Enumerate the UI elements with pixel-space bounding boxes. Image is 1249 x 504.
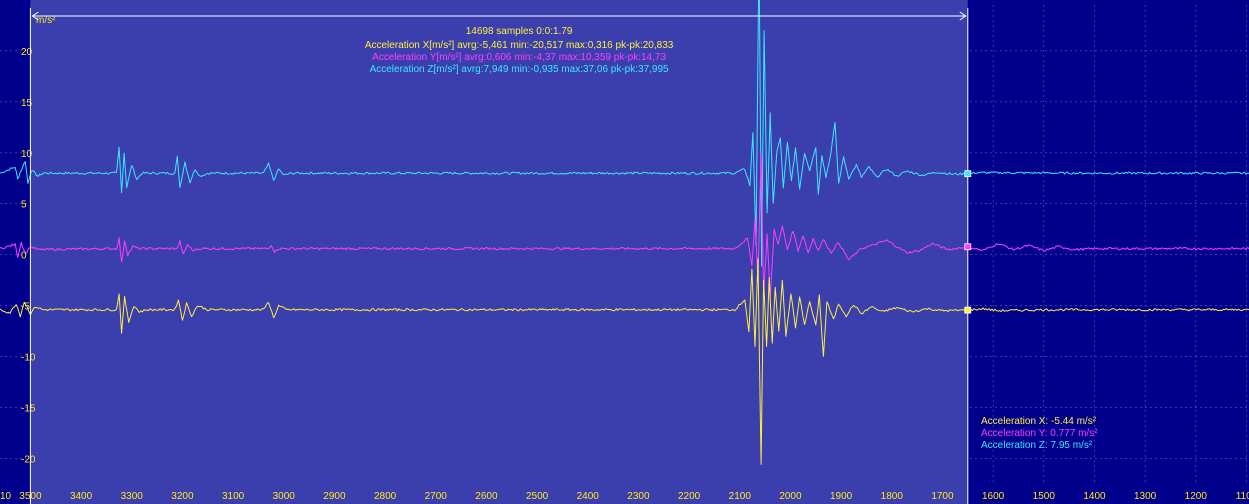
cursor-marker bbox=[964, 243, 972, 251]
cursor-marker bbox=[964, 170, 972, 178]
selection-stat-line: Acceleration Z[m/s²] avrg:7,949 min:-0,9… bbox=[370, 64, 669, 75]
y-tick-label: -5 bbox=[21, 302, 30, 313]
selection-stat-line: Acceleration X[m/s²] avrg:-5,461 min:-20… bbox=[365, 40, 674, 51]
arrow-right-icon bbox=[959, 11, 967, 21]
x-tick-label: 2800 bbox=[374, 491, 397, 502]
x-tick-label: 3300 bbox=[121, 491, 144, 502]
x-tick-label: 3000 bbox=[273, 491, 296, 502]
x-tick-label: 1900 bbox=[830, 491, 853, 502]
x-tick-label: 2500 bbox=[526, 491, 549, 502]
y-tick-label: 20 bbox=[21, 47, 33, 58]
x-tick-label: 2000 bbox=[779, 491, 802, 502]
x-tick-label: 2400 bbox=[577, 491, 600, 502]
x-tick-label: 3100 bbox=[222, 491, 245, 502]
y-tick-label: 10 bbox=[21, 149, 33, 160]
y-tick-label: 0 bbox=[21, 251, 27, 262]
selection-stat-line: Acceleration Y[m/s²] avrg:0,606 min:-4,3… bbox=[372, 52, 666, 63]
selection-region[interactable] bbox=[30, 0, 968, 504]
trace-acceleration-x bbox=[0, 258, 1249, 465]
x-tick-label: 2200 bbox=[678, 491, 701, 502]
x-tick-label: 2100 bbox=[729, 491, 752, 502]
x-tick-label-partial: 10 bbox=[0, 491, 12, 502]
x-tick-label: 2600 bbox=[475, 491, 498, 502]
y-tick-label: -10 bbox=[21, 353, 36, 364]
y-tick-label: 5 bbox=[21, 200, 27, 211]
traces bbox=[0, 0, 1249, 465]
selection-header: 14698 samples 0:0:1.79 bbox=[466, 26, 573, 37]
x-tick-label: 3400 bbox=[70, 491, 93, 502]
cursor-readout-line: Acceleration Y: 0.777 m/s² bbox=[981, 428, 1098, 439]
y-axis-unit: m/s² bbox=[36, 15, 56, 26]
x-tick-label: 1600 bbox=[982, 491, 1005, 502]
y-tick-label: 15 bbox=[21, 98, 33, 109]
cursor-marker bbox=[964, 306, 972, 314]
x-tick-label: 1500 bbox=[1033, 491, 1056, 502]
cursor-readout-line: Acceleration X: -5.44 m/s² bbox=[981, 416, 1097, 427]
x-tick-label: 2300 bbox=[627, 491, 650, 502]
arrow-left-icon bbox=[31, 11, 39, 21]
x-tick-label: 1200 bbox=[1185, 491, 1208, 502]
x-tick-label: 3200 bbox=[171, 491, 194, 502]
x-tick-label: 1800 bbox=[881, 491, 904, 502]
x-tick-label: 1100 bbox=[1236, 491, 1249, 502]
x-tick-label: 1300 bbox=[1134, 491, 1157, 502]
x-tick-label: 2700 bbox=[425, 491, 448, 502]
x-tick-label: 1400 bbox=[1083, 491, 1106, 502]
overlay: 14698 samples 0:0:1.79 Acceleration X[m/s… bbox=[29, 8, 1098, 504]
grid bbox=[0, 5, 1249, 484]
y-tick-label: -20 bbox=[21, 455, 36, 466]
x-tick-label: 1700 bbox=[931, 491, 954, 502]
trace-acceleration-z bbox=[0, 0, 1249, 267]
x-tick-label: 2900 bbox=[323, 491, 346, 502]
y-tick-label: -15 bbox=[21, 404, 36, 415]
cursor-readout-line: Acceleration Z: 7.95 m/s² bbox=[981, 440, 1093, 451]
trace-acceleration-y bbox=[0, 151, 1249, 299]
